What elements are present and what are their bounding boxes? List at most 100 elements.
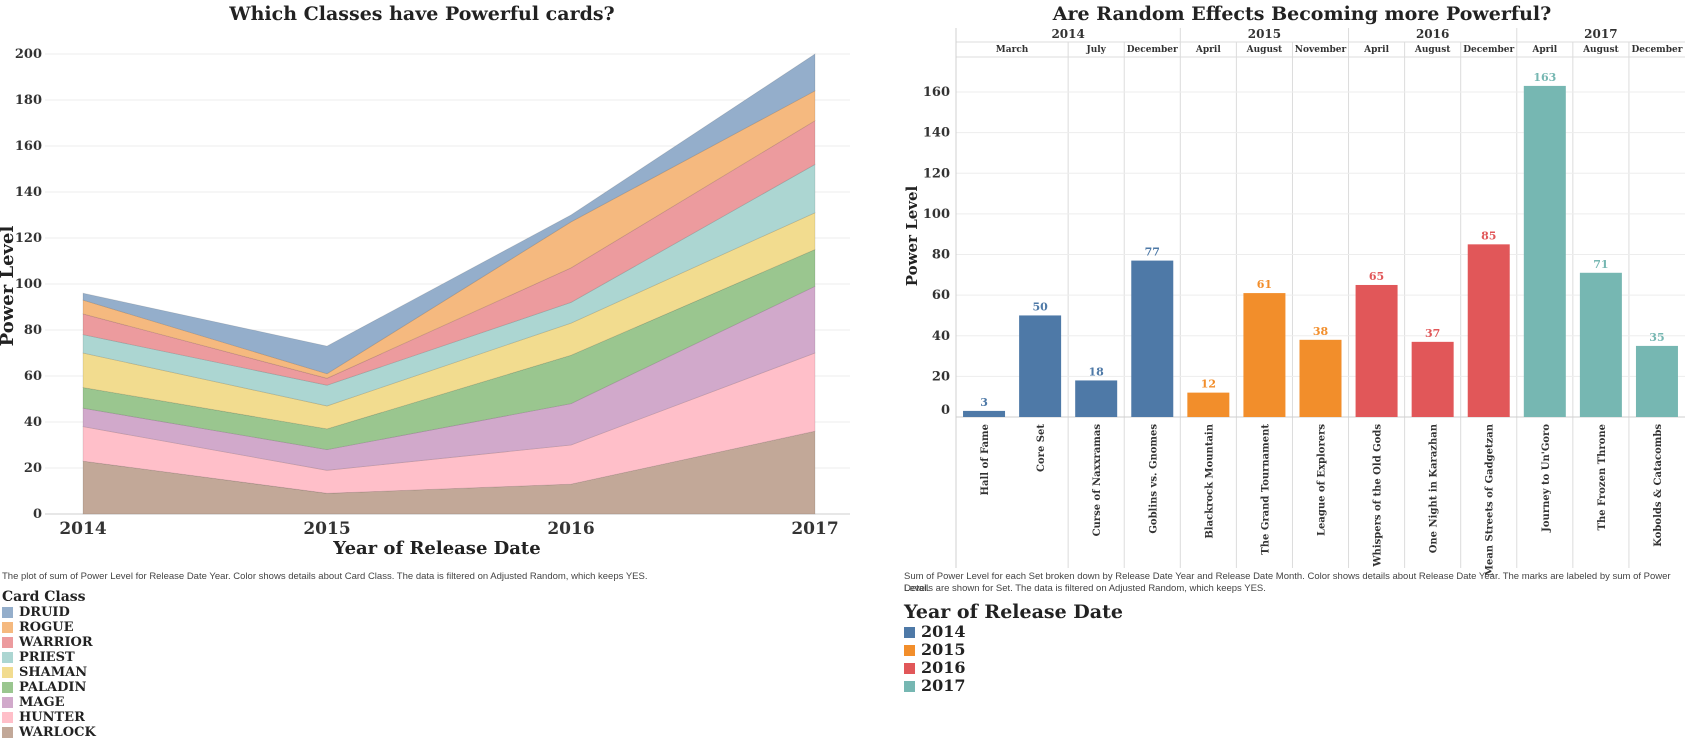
- right-caption-line-2: Details are shown for Set. The data is f…: [904, 583, 1266, 594]
- bar: [963, 410, 1006, 417]
- header-month: July: [1085, 45, 1106, 55]
- right-y-tick: 120: [923, 166, 950, 181]
- left-x-axis-title: Year of Release Date: [332, 538, 540, 559]
- legend-label: 2015: [921, 640, 966, 659]
- left-x-tick-labels: 2014 2015 2016 2017: [59, 519, 838, 539]
- legend-item-2017: 2017: [904, 677, 1123, 695]
- legend-label: WARRIOR: [19, 635, 93, 650]
- left-x-tick: 2016: [547, 519, 594, 539]
- category-label: Blackrock Mountain: [1204, 423, 1215, 538]
- bar-value-label: 163: [1533, 71, 1556, 84]
- legend-item-rogue: ROGUE: [2, 620, 96, 635]
- legend-label: MAGE: [19, 695, 65, 710]
- header-month: December: [1127, 45, 1178, 55]
- right-y-tick: 160: [923, 85, 950, 100]
- right-y-tick: 0: [941, 403, 950, 418]
- release-year-legend: Year of Release Date 2014 2015 2016 2017: [904, 601, 1123, 695]
- left-x-tick: 2014: [59, 519, 106, 539]
- right-y-tick: 100: [923, 207, 950, 222]
- bar-value-label: 12: [1201, 378, 1216, 391]
- legend-swatch: [904, 680, 915, 692]
- right-y-tick: 80: [932, 248, 950, 263]
- bar: [1467, 244, 1510, 417]
- legend-swatch: [2, 697, 13, 708]
- left-y-tick-labels: 0 20 40 60 80 100 120 140 160 180 200: [15, 47, 42, 522]
- header-month: March: [996, 45, 1029, 55]
- bar: [1635, 345, 1678, 417]
- bar: [1523, 85, 1566, 417]
- bar-value-label: 65: [1369, 270, 1384, 283]
- header-month: April: [1363, 45, 1389, 55]
- bar: [1355, 284, 1398, 417]
- category-label: Journey to Un'Goro: [1541, 424, 1552, 533]
- right-chart-title: Are Random Effects Becoming more Powerfu…: [1052, 3, 1551, 25]
- legend-swatch: [2, 637, 13, 648]
- legend-swatch: [2, 667, 13, 678]
- left-area-chart: Which Classes have Powerful cards? 0 20 40…: [0, 3, 850, 559]
- legend-swatch: [2, 712, 13, 723]
- legend-swatch: [904, 626, 915, 638]
- bar: [1187, 392, 1230, 417]
- header-month: December: [1463, 45, 1514, 55]
- right-y-tick: 40: [932, 329, 950, 344]
- right-y-tick: 140: [923, 126, 950, 141]
- right-caption-line-1: Sum of Power Level for each Set broken d…: [904, 571, 1671, 594]
- area-rogue: [82, 90, 816, 379]
- bar-value-label: 85: [1481, 229, 1496, 242]
- left-y-tick: 160: [15, 139, 42, 154]
- bar: [1131, 260, 1174, 417]
- legend-item-paladin: PALADIN: [2, 680, 96, 695]
- area-druid: [82, 53, 816, 375]
- left-y-axis-title: Power Level: [0, 226, 18, 347]
- bar-value-label: 18: [1089, 365, 1105, 378]
- legend-item-2015: 2015: [904, 641, 1123, 659]
- left-y-tick: 20: [24, 461, 42, 476]
- legend-swatch: [2, 607, 13, 618]
- bar-value-label: 61: [1257, 278, 1272, 291]
- legend-label: ROGUE: [19, 620, 74, 635]
- legend-swatch: [2, 622, 13, 633]
- legend-item-priest: PRIEST: [2, 650, 96, 665]
- left-y-tick: 200: [15, 47, 42, 62]
- bar-value-label: 37: [1425, 327, 1440, 340]
- category-label: Hall of Fame: [980, 424, 991, 495]
- bar: [1019, 315, 1062, 417]
- right-category-labels: Hall of Fame Core Set Curse of Naxxramas Go…: [980, 423, 1664, 576]
- card-class-legend: Card Class DRUID ROGUE WARRIOR PRIEST SHAMAN…: [2, 590, 96, 740]
- release-year-legend-title: Year of Release Date: [904, 601, 1123, 623]
- right-y-tick: 20: [932, 369, 950, 384]
- header-month: December: [1631, 45, 1682, 55]
- header-month: April: [1195, 45, 1221, 55]
- header-month: August: [1582, 45, 1619, 55]
- header-year: 2017: [1584, 27, 1617, 41]
- left-chart-title: Which Classes have Powerful cards?: [228, 3, 614, 25]
- category-label: Core Set: [1036, 424, 1047, 472]
- left-y-tick: 120: [15, 231, 42, 246]
- left-area-layers: [82, 53, 816, 515]
- header-year: 2014: [1051, 27, 1084, 41]
- legend-item-druid: DRUID: [2, 605, 96, 620]
- category-label: The Grand Tournament: [1260, 424, 1271, 555]
- legend-item-mage: MAGE: [2, 695, 96, 710]
- right-bar-chart: Are Random Effects Becoming more Powerfu…: [903, 3, 1685, 576]
- area-hunter: [82, 352, 816, 494]
- header-month: April: [1531, 45, 1557, 55]
- bar: [1243, 293, 1286, 417]
- header-month: August: [1414, 45, 1451, 55]
- left-y-tick: 100: [15, 277, 42, 292]
- bar: [1075, 380, 1118, 417]
- area-priest: [82, 163, 816, 407]
- category-label: The Frozen Throne: [1597, 424, 1608, 531]
- legend-label: SHAMAN: [19, 665, 88, 680]
- bar-value-label: 3: [980, 396, 988, 409]
- legend-label: DRUID: [19, 605, 70, 620]
- legend-item-shaman: SHAMAN: [2, 665, 96, 680]
- header-year: 2016: [1416, 27, 1449, 41]
- right-y-tick: 60: [932, 288, 950, 303]
- legend-swatch: [2, 652, 13, 663]
- legend-item-warrior: WARRIOR: [2, 635, 96, 650]
- legend-item-hunter: HUNTER: [2, 710, 96, 725]
- category-label: One Night in Karazhan: [1429, 423, 1440, 553]
- legend-label: HUNTER: [19, 710, 85, 725]
- legend-label: 2017: [921, 676, 966, 695]
